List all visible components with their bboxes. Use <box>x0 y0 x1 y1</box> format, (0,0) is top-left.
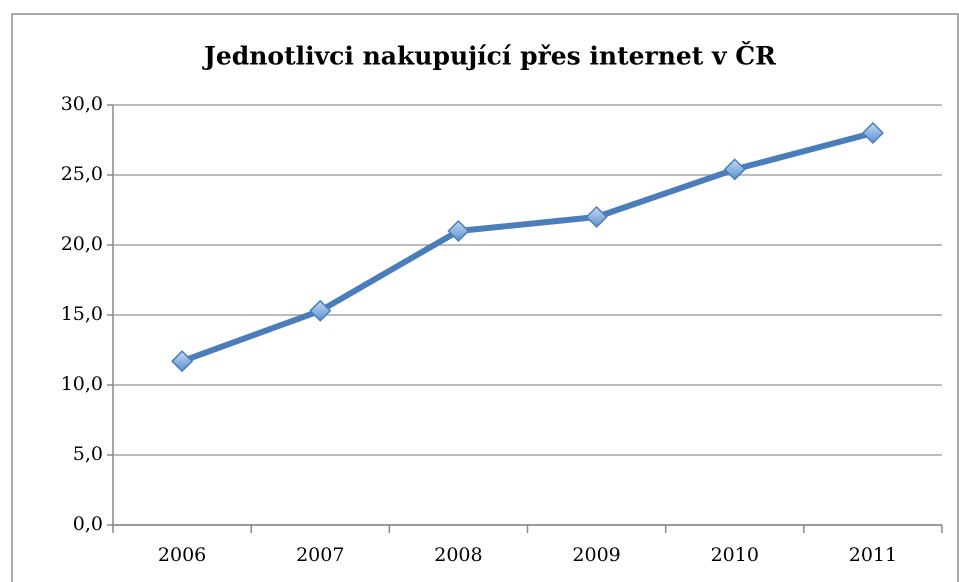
y-tick-label: 25,0 <box>61 163 103 185</box>
y-tick-label: 15,0 <box>61 303 103 325</box>
y-tick-label: 10,0 <box>61 373 103 395</box>
y-tick-label: 20,0 <box>61 233 103 255</box>
chart-frame <box>11 13 959 582</box>
data-point <box>171 350 194 373</box>
y-tick-label: 0,0 <box>73 513 103 535</box>
x-tick-label: 2008 <box>434 544 482 566</box>
x-tick-label: 2011 <box>849 544 897 566</box>
data-point <box>861 121 884 145</box>
data-point <box>585 205 608 229</box>
x-tick-label: 2006 <box>158 544 206 566</box>
x-tick-label: 2007 <box>296 544 344 566</box>
chart-title: Jednotlivci nakupující přes internet v Č… <box>202 42 776 71</box>
data-point <box>309 299 332 322</box>
y-tick-label: 5,0 <box>73 443 103 465</box>
x-tick-label: 2010 <box>711 544 759 566</box>
x-tick-label: 2009 <box>572 544 620 566</box>
data-point <box>447 219 470 243</box>
data-point <box>723 158 746 181</box>
series-line <box>179 130 876 365</box>
y-tick-label: 30,0 <box>61 93 103 115</box>
